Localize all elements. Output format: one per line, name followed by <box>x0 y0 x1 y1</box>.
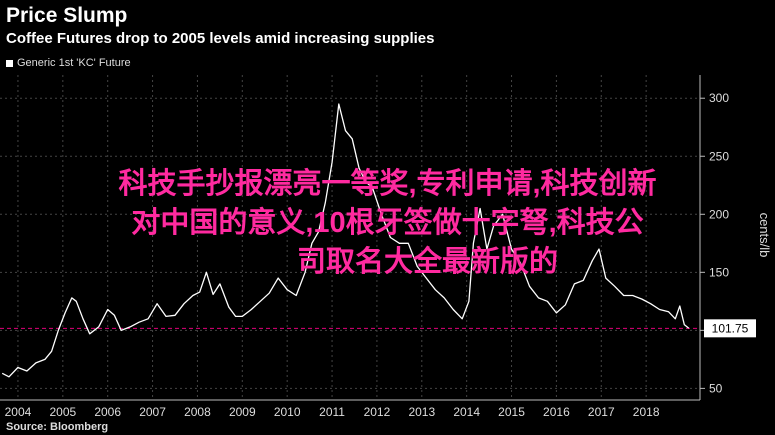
x-tick-label: 2014 <box>453 405 480 419</box>
x-tick-label: 2012 <box>364 405 391 419</box>
x-tick-label: 2011 <box>319 405 345 419</box>
chart-title: Price Slump <box>6 4 128 27</box>
x-tick-label: 2004 <box>5 405 32 419</box>
x-tick-label: 2009 <box>229 405 256 419</box>
legend-label: Generic 1st 'KC' Future <box>17 57 131 69</box>
overlay-text-line-2: 对中国的意义,10根牙签做十字弩,科技公 <box>131 207 644 239</box>
y-tick-label: 200 <box>709 207 729 221</box>
y-tick-label: 300 <box>709 91 729 105</box>
last-value-badge <box>704 319 756 338</box>
x-tick-label: 2018 <box>633 405 660 419</box>
overlay-text-line-3: 司取名大全最新版的 <box>296 246 558 278</box>
series-line <box>1 103 690 378</box>
x-tick-label: 2010 <box>274 405 301 419</box>
y-tick-label: 50 <box>709 381 723 395</box>
source-note: Source: Bloomberg <box>6 421 109 433</box>
overlay-text-line-1: 科技手抄报漂亮一等奖,专利申请,科技创新 <box>118 168 657 200</box>
x-tick-label: 2017 <box>588 405 615 419</box>
x-tick-label: 2008 <box>184 405 211 419</box>
x-tick-label: 2005 <box>49 405 76 419</box>
x-tick-label: 2006 <box>94 405 121 419</box>
legend: Generic 1st 'KC' Future <box>6 57 131 69</box>
legend-swatch <box>6 59 13 67</box>
chart-subtitle: Coffee Futures drop to 2005 levels amid … <box>6 30 435 47</box>
x-tick-label: 2016 <box>543 405 570 419</box>
last-value-label: 101.75 <box>712 321 749 335</box>
y-axis-label: cents/lb <box>757 213 772 258</box>
x-tick-label: 2007 <box>139 405 166 419</box>
x-tick-label: 2013 <box>408 405 435 419</box>
y-tick-label: 150 <box>709 265 729 279</box>
x-tick-label: 2015 <box>498 405 525 419</box>
y-tick-label: 250 <box>709 149 729 163</box>
